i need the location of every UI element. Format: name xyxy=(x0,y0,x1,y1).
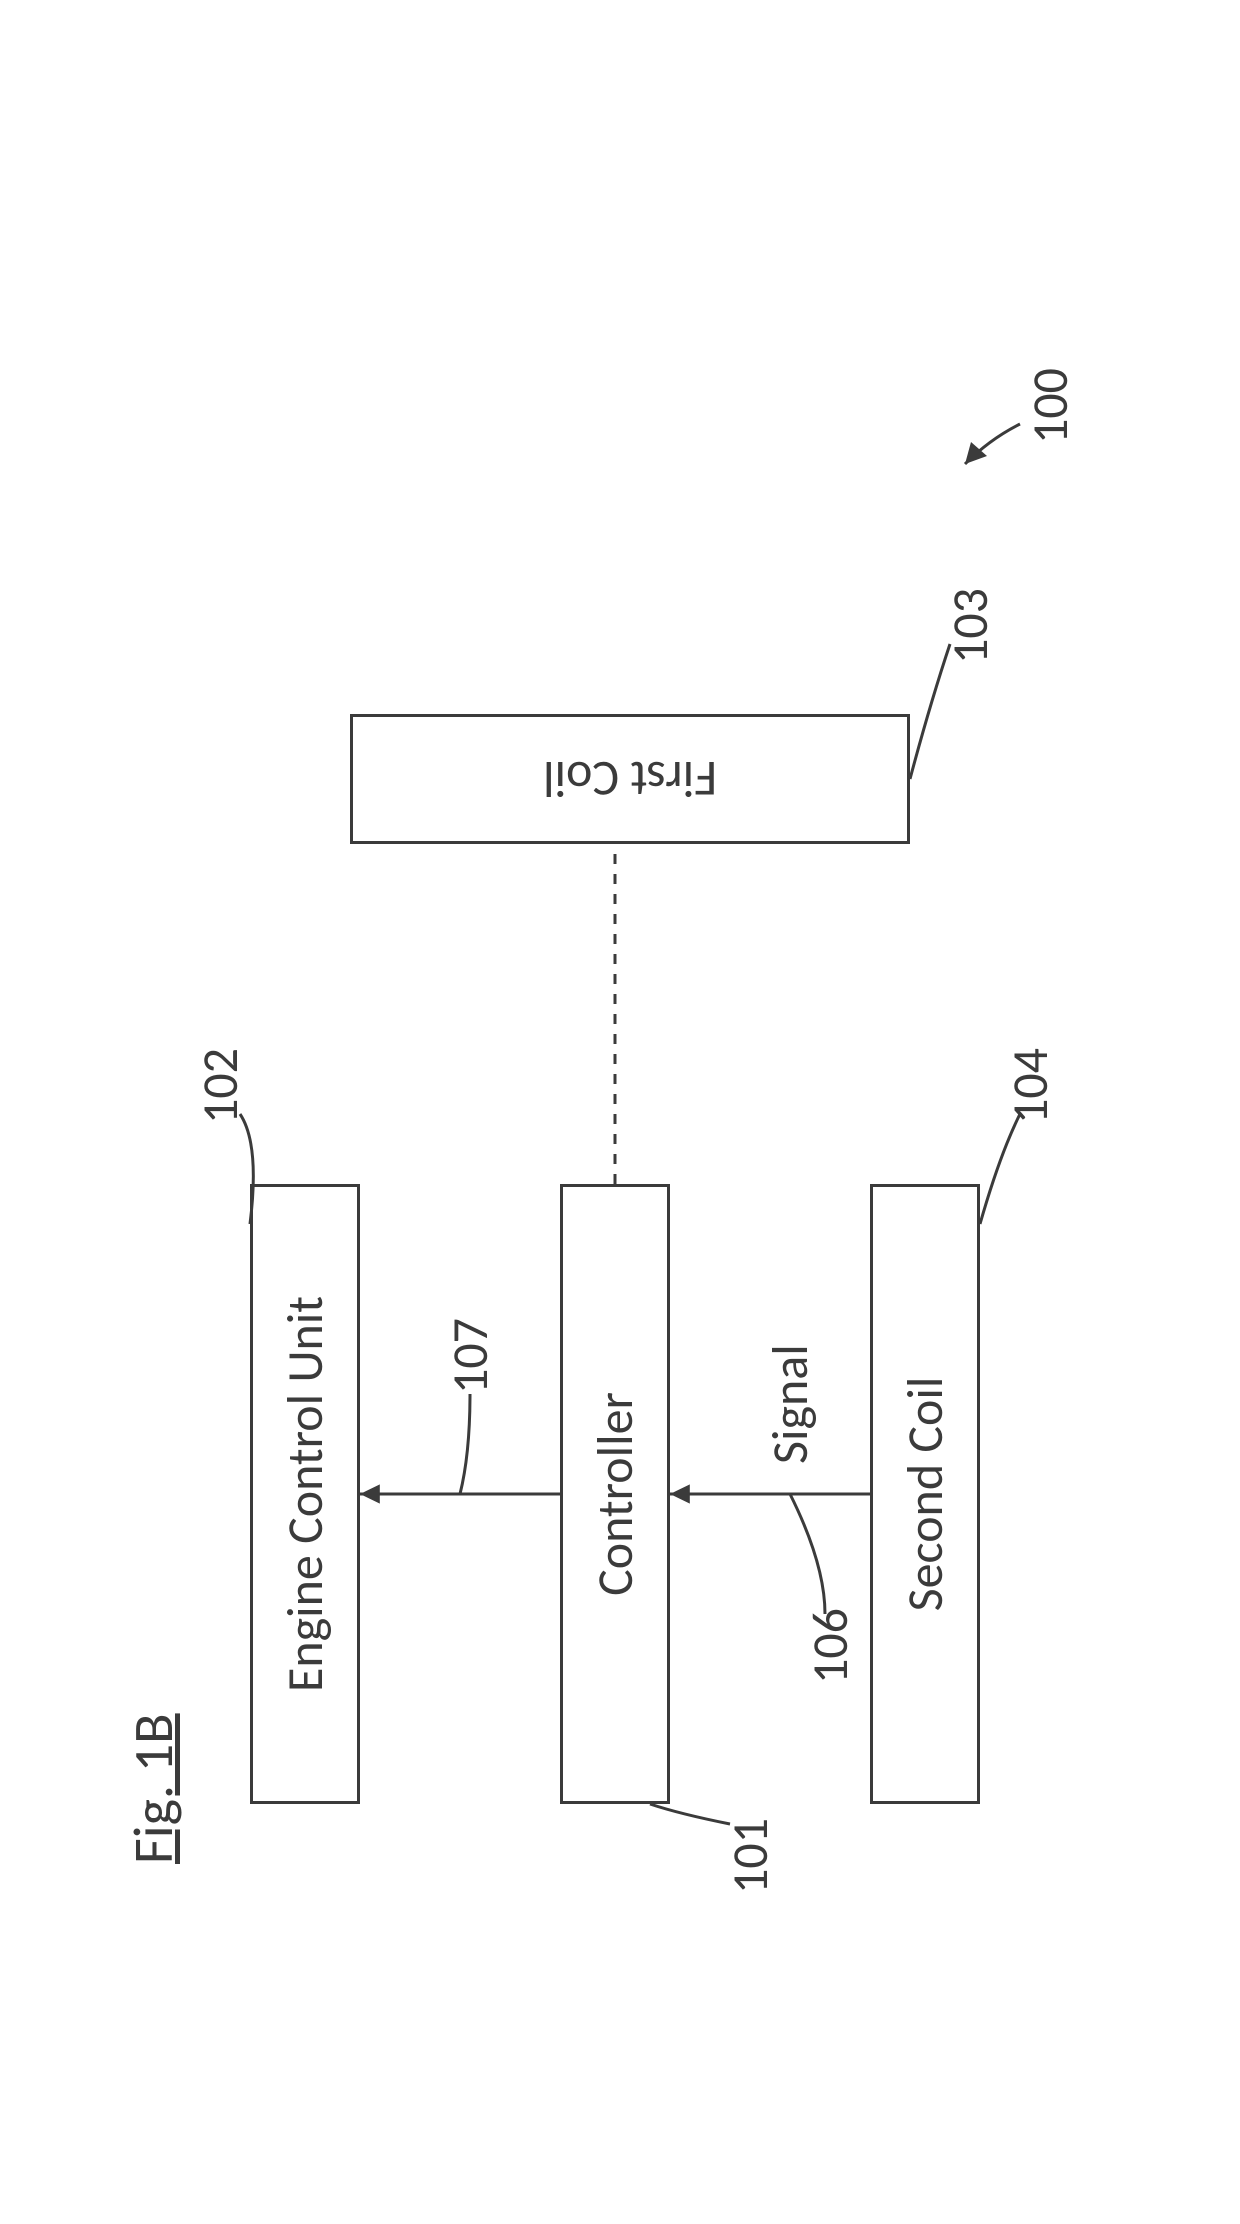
controller-box: Controller xyxy=(560,1184,670,1804)
first-coil-box: First Coil xyxy=(350,714,910,844)
signal-label: Signal xyxy=(760,1344,821,1464)
ref-101: 101 xyxy=(720,1818,781,1894)
first-coil-label: First Coil xyxy=(543,749,717,810)
second-coil-label: Second Coil xyxy=(895,1377,956,1612)
ref-102: 102 xyxy=(190,1048,251,1124)
diagram-stage: Fig. 1B Engine Control Unit Controller S… xyxy=(0,0,1240,2224)
ref-103: 103 xyxy=(940,588,1001,664)
ecu-box: Engine Control Unit xyxy=(250,1184,360,1804)
ref-100: 100 xyxy=(1020,368,1081,444)
controller-label: Controller xyxy=(585,1392,646,1596)
second-coil-box: Second Coil xyxy=(870,1184,980,1804)
ecu-label: Engine Control Unit xyxy=(275,1296,336,1692)
figure-title: Fig. 1B xyxy=(120,1713,188,1864)
ref-104: 104 xyxy=(1000,1048,1061,1124)
ref-106: 106 xyxy=(800,1608,861,1684)
ref-107: 107 xyxy=(440,1318,501,1394)
